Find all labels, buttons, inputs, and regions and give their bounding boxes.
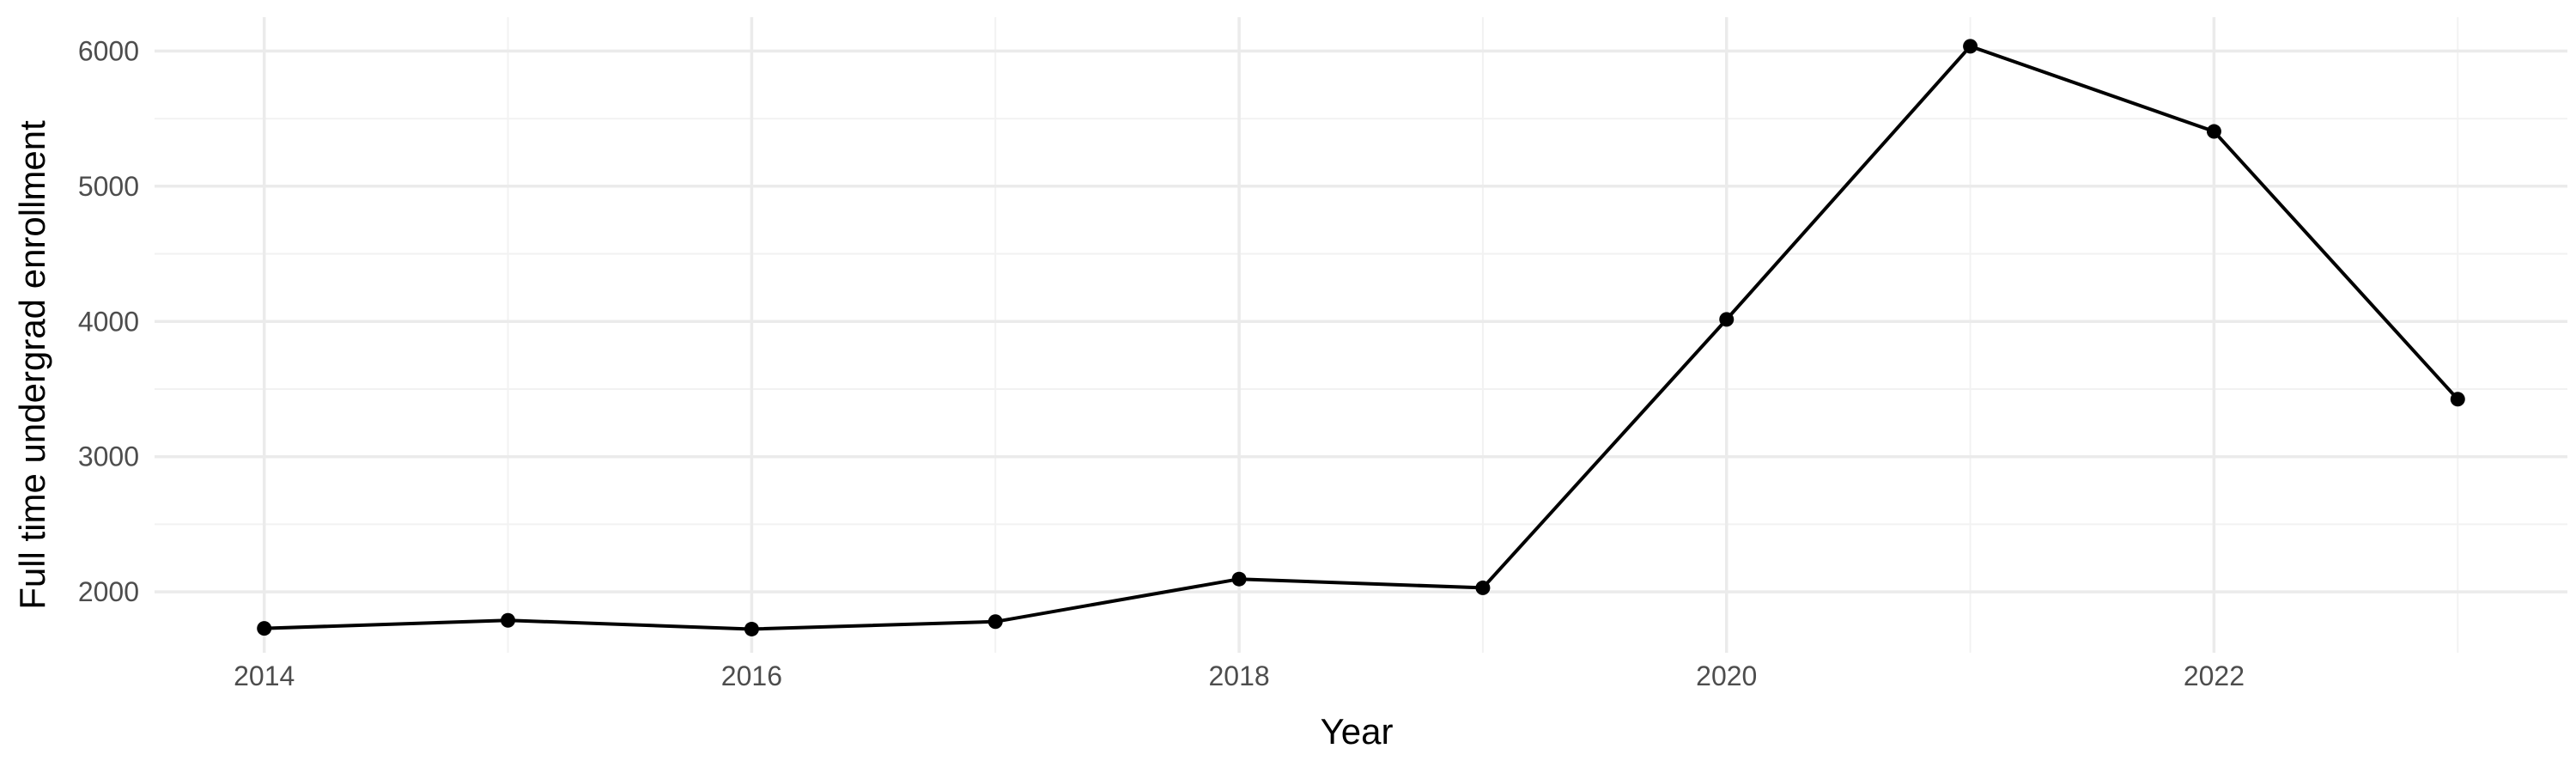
- y-tick-label: 4000: [78, 306, 139, 337]
- data-point: [987, 614, 1003, 630]
- data-point: [2450, 392, 2465, 407]
- x-tick-label: 2014: [234, 660, 295, 691]
- y-tick-label: 2000: [78, 576, 139, 607]
- series-line: [264, 44, 2459, 631]
- data-point: [2206, 124, 2221, 139]
- data-point: [1231, 571, 1247, 587]
- y-tick-label: 3000: [78, 441, 139, 472]
- x-axis-title: Year: [1321, 711, 1394, 752]
- y-axis-title: Full time undergrad enrollment: [12, 120, 52, 610]
- minor-gridlines: [155, 17, 2567, 653]
- data-point: [1475, 580, 1491, 595]
- data-point: [1719, 312, 1735, 327]
- x-tick-label: 2022: [2184, 660, 2245, 691]
- x-tick-label: 2020: [1696, 660, 1757, 691]
- x-tick-label: 2018: [1208, 660, 1269, 691]
- y-tick-label: 5000: [78, 171, 139, 202]
- data-point: [501, 612, 516, 628]
- y-axis-ticks: 2000 3000 4000 5000 6000: [78, 35, 139, 607]
- x-axis-ticks: 2014 2016 2018 2020 2022: [234, 660, 2245, 691]
- data-point: [744, 621, 759, 636]
- data-point: [1963, 39, 1978, 54]
- series-layer: [257, 39, 2465, 636]
- x-tick-label: 2016: [721, 660, 782, 691]
- y-tick-label: 6000: [78, 35, 139, 66]
- data-point: [257, 621, 272, 636]
- major-gridlines: [155, 17, 2567, 653]
